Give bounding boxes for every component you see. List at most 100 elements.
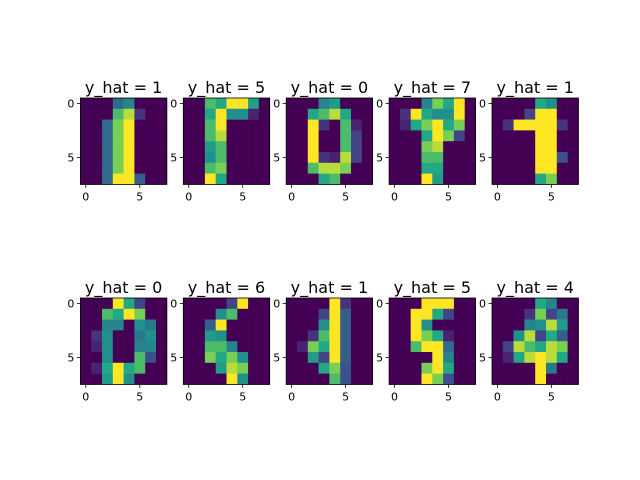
pixel-cell (410, 298, 422, 310)
y-tick-label: 0 (479, 97, 486, 110)
pixel-cell (183, 352, 195, 364)
pixel-cell (432, 352, 444, 364)
pixel-cell (361, 152, 373, 164)
pixel-cell (156, 362, 168, 374)
pixel-cell (258, 141, 270, 153)
pixel-cell (492, 173, 504, 185)
pixel-cell (80, 308, 92, 320)
pixel-cell (464, 162, 476, 174)
pixel-cell (156, 373, 168, 385)
pixel-cell (464, 352, 476, 364)
pixel-cell (204, 141, 216, 153)
pixel-cell (286, 298, 298, 310)
pixel-cell (123, 162, 135, 174)
pixel-cell (226, 141, 238, 153)
pixel-cell (432, 130, 444, 142)
axes-frame (285, 297, 374, 385)
pixel-cell (258, 119, 270, 131)
pixel-cell (145, 341, 157, 353)
pixel-cell (432, 119, 444, 131)
pixel-cell (351, 308, 363, 320)
pixel-cell (410, 308, 422, 320)
digit-panel: y_hat = 4 0 5 0 5 (479, 278, 579, 403)
pixel-cell (535, 330, 547, 342)
pixel-cell (453, 308, 465, 320)
pixel-cell (389, 108, 401, 120)
pixel-cell (156, 298, 168, 310)
pixel-cell (556, 319, 568, 331)
pixel-cell (156, 98, 168, 110)
pixel-cell (329, 362, 341, 374)
pixel-cell (546, 141, 558, 153)
pixel-cell (286, 130, 298, 142)
pixel-cell (492, 98, 504, 110)
pixel-cell (546, 162, 558, 174)
digit-panel: y_hat = 10 505 (479, 78, 579, 203)
pixel-cell (123, 373, 135, 385)
pixel-cell (204, 119, 216, 131)
y-tick-label: 5 (170, 351, 177, 364)
pixel-cell (156, 162, 168, 174)
pixel-cell (91, 341, 103, 353)
pixel-cell (329, 98, 341, 110)
pixel-cell (204, 330, 216, 342)
pixel-cell (432, 330, 444, 342)
pixel-cell (340, 352, 352, 364)
pixel-cell (156, 330, 168, 342)
pixel-cell (399, 298, 411, 310)
pixel-cell (112, 162, 124, 174)
y-tick-label: 5 (67, 351, 74, 364)
pixel-cell (194, 352, 206, 364)
panel-title: y_hat = 0 (291, 78, 368, 98)
panel-title: y_hat = 1 (291, 278, 368, 298)
pixel-cell (134, 352, 146, 364)
pixel-cell (556, 162, 568, 174)
pixel-cell (134, 108, 146, 120)
pixel-cell (112, 141, 124, 153)
pixel-cell (156, 341, 168, 353)
pixel-cell (145, 319, 157, 331)
pixel-cell (194, 98, 206, 110)
pixel-cell (567, 330, 579, 342)
pixel-cell (258, 362, 270, 374)
pixel-cell (361, 130, 373, 142)
pixel-cell (102, 352, 114, 364)
pixel-cell (286, 119, 298, 131)
x-tick-label: 0 (82, 190, 89, 203)
pixel-cell (91, 152, 103, 164)
pixel-cell (258, 319, 270, 331)
digit-panel: y_hat = 0 0 5 0 5 (273, 78, 374, 203)
pixel-cell (226, 362, 238, 374)
pixel-cell (183, 330, 195, 342)
pixel-cell (340, 373, 352, 385)
pixel-cell (112, 319, 124, 331)
pixel-cell (237, 173, 249, 185)
pixel-cell (91, 319, 103, 331)
x-tick-label: 0 (288, 390, 295, 403)
pixel-cell (340, 319, 352, 331)
pixel-cell (399, 173, 411, 185)
pixel-cell (237, 319, 249, 331)
pixel-cell (112, 152, 124, 164)
pixel-cell (307, 152, 319, 164)
pixel-cell (297, 362, 309, 374)
pixel-cell (443, 162, 455, 174)
pixel-cell (421, 341, 433, 353)
pixel-cell (567, 173, 579, 185)
pixel-cell (102, 298, 114, 310)
pixel-cell (102, 162, 114, 174)
pixel-cell (513, 162, 525, 174)
pixel-cell (248, 308, 260, 320)
panel-title: y_hat = 1 (85, 78, 162, 98)
pixel-cell (145, 162, 157, 174)
pixel-cell (307, 298, 319, 310)
pixel-cell (361, 373, 373, 385)
pixel-cell (513, 352, 525, 364)
pixel-cell (524, 173, 536, 185)
pixel-cell (183, 98, 195, 110)
pixel-cell (183, 173, 195, 185)
pixel-cell (258, 130, 270, 142)
pixel-cell (361, 330, 373, 342)
pixel-cell (134, 298, 146, 310)
pixel-cell (361, 319, 373, 331)
